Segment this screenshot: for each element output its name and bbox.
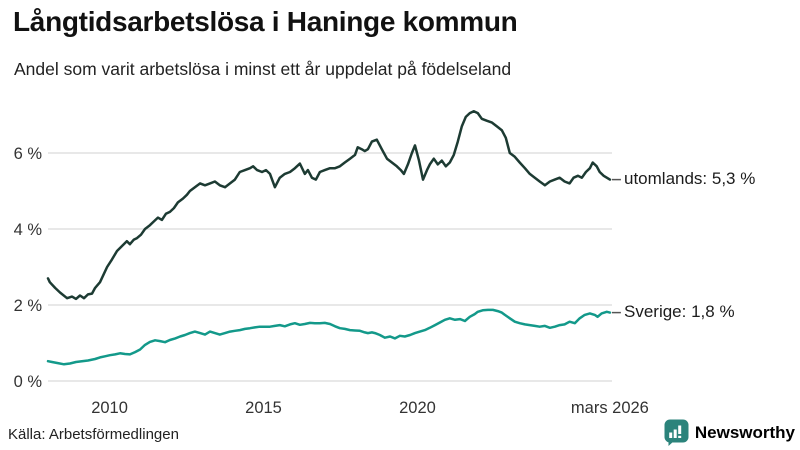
brand-name: Newsworthy — [694, 422, 795, 442]
y-tick-label: 0 % — [14, 373, 43, 391]
y-tick-label: 6 % — [14, 145, 43, 163]
x-tick-label: 2010 — [91, 399, 128, 417]
series-label-utomlands: utomlands: 5,3 % — [624, 169, 756, 188]
chart-title: Långtidsarbetslösa i Haninge kommun — [13, 6, 518, 37]
y-tick-label: 2 % — [14, 297, 43, 315]
series-line-sverige — [46, 308, 612, 366]
chart-subtitle: Andel som varit arbetslösa i minst ett å… — [14, 59, 512, 79]
series-label-sverige: Sverige: 1,8 % — [624, 302, 735, 321]
x-tick-label: 2020 — [399, 399, 436, 417]
x-tick-label: mars 2026 — [571, 399, 649, 417]
newsworthy-chart-bubble-icon — [664, 419, 689, 446]
x-tick-label: 2015 — [245, 399, 282, 417]
newsworthy-logo: Newsworthy — [664, 419, 795, 446]
y-tick-label: 4 % — [14, 221, 43, 239]
series-line-utomlands — [46, 109, 612, 301]
source-note: Källa: Arbetsförmedlingen — [8, 426, 179, 443]
